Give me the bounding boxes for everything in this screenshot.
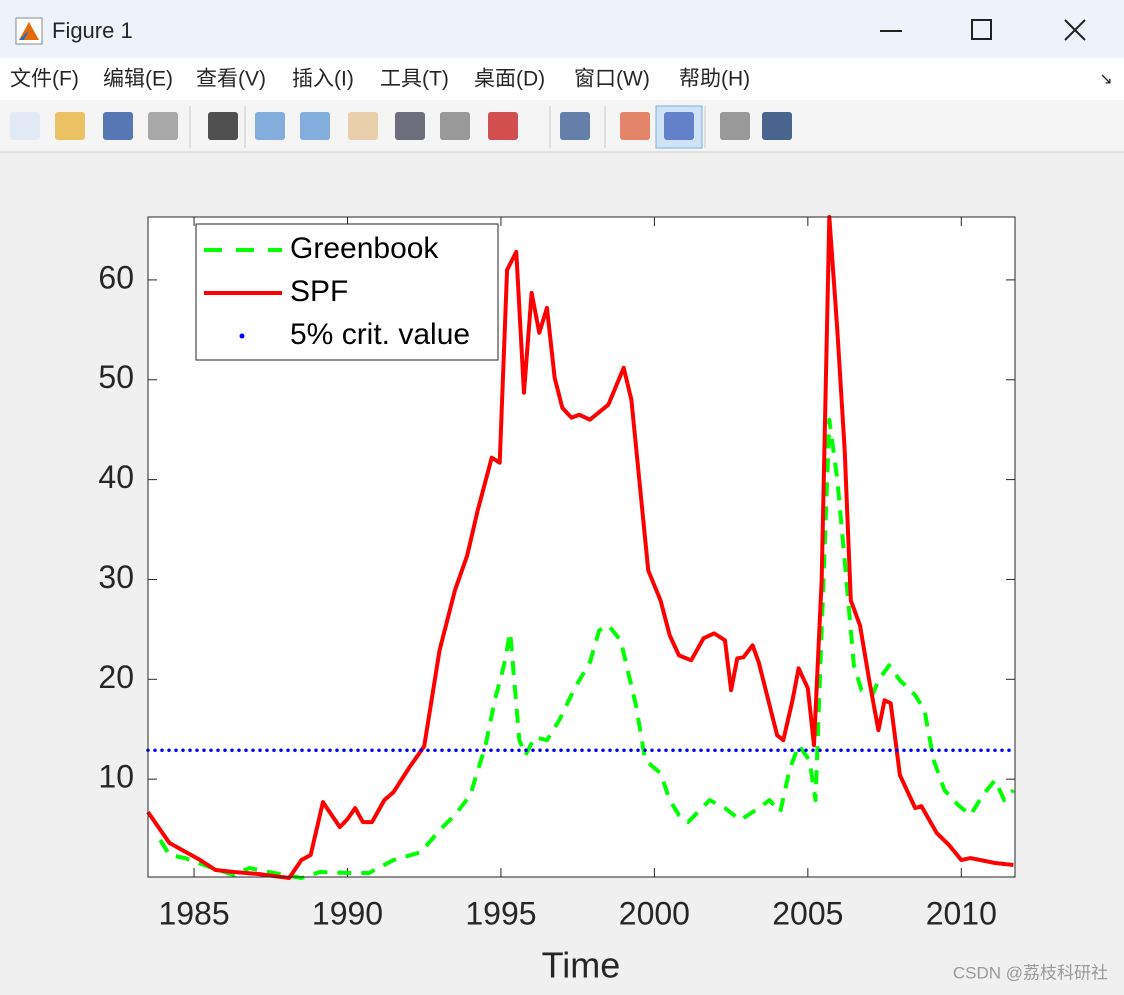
series-line xyxy=(146,215,1014,880)
toolbar-button[interactable] xyxy=(720,112,750,140)
toolbar-button[interactable] xyxy=(620,112,650,140)
menu-item[interactable]: 编辑(E) xyxy=(103,68,173,91)
toolbar-button[interactable] xyxy=(348,112,378,140)
toolbar-button[interactable] xyxy=(560,112,590,140)
x-tick-label: 1995 xyxy=(465,895,536,931)
menu-item[interactable]: 插入(I) xyxy=(292,68,354,91)
window-title: Figure 1 xyxy=(52,18,133,43)
app-icon xyxy=(15,17,43,45)
maximize-button[interactable] xyxy=(971,19,992,40)
legend-label: SPF xyxy=(290,275,348,308)
axes-box xyxy=(147,216,1016,878)
title-bar xyxy=(0,0,1124,58)
toolbar-button[interactable] xyxy=(10,112,40,140)
toolbar-button[interactable] xyxy=(148,112,178,140)
legend: Greenbook SPF 5% crit. value xyxy=(195,223,499,361)
watermark: CSDN @荔枝科研社 xyxy=(953,963,1108,982)
x-tick-label: 2005 xyxy=(772,895,843,931)
menu-item[interactable]: 文件(F) xyxy=(10,68,79,91)
x-tick-label: 2010 xyxy=(926,895,997,931)
legend-label: Greenbook xyxy=(290,232,439,265)
x-axis-label: Time xyxy=(542,945,621,986)
toolbar-buttons xyxy=(10,105,792,149)
toolbar-button[interactable] xyxy=(762,112,792,140)
legend-swatch xyxy=(239,333,245,339)
close-button[interactable] xyxy=(1064,19,1086,41)
series-line xyxy=(158,417,1015,880)
x-tick-label: 1985 xyxy=(158,895,229,931)
toolbar-button[interactable] xyxy=(300,112,330,140)
y-tick-label: 30 xyxy=(98,559,134,595)
menu-item[interactable]: 窗口(W) xyxy=(574,68,650,91)
toolbar-button[interactable] xyxy=(103,112,133,140)
toolbar-button[interactable] xyxy=(488,112,518,140)
menu-items: 文件(F) 编辑(E) 查看(V) 插入(I) 工具(T) 桌面(D) 窗口(W) 帮助(H) xyxy=(10,68,750,91)
menu-item[interactable]: 工具(T) xyxy=(380,68,449,91)
x-tick-label: 2000 xyxy=(619,895,690,931)
menu-item[interactable]: 桌面(D) xyxy=(474,68,545,91)
toolbar-button[interactable] xyxy=(664,112,694,140)
x-tick-label: 1990 xyxy=(312,895,383,931)
toolbar-button[interactable] xyxy=(55,112,85,140)
legend-label: 5% crit. value xyxy=(290,318,470,351)
y-tick-label: 10 xyxy=(98,759,134,795)
toolbar-button[interactable] xyxy=(255,112,285,140)
y-tick-label: 20 xyxy=(98,659,134,695)
menu-item[interactable]: 查看(V) xyxy=(196,68,266,91)
menu-bar xyxy=(0,58,1124,100)
menu-item[interactable]: 帮助(H) xyxy=(679,68,750,91)
toolbar-button[interactable] xyxy=(208,112,238,140)
plot-area: 1985 1990 1995 2000 2005 2010102030405060Gree… xyxy=(98,215,1017,931)
y-tick-label: 60 xyxy=(98,259,134,295)
y-tick-label: 50 xyxy=(98,359,134,395)
y-tick-label: 40 xyxy=(98,459,134,495)
toolbar-button[interactable] xyxy=(395,112,425,140)
toolbar-button[interactable] xyxy=(440,112,470,140)
menu-dock-arrow[interactable]: ↘ xyxy=(1099,71,1112,88)
